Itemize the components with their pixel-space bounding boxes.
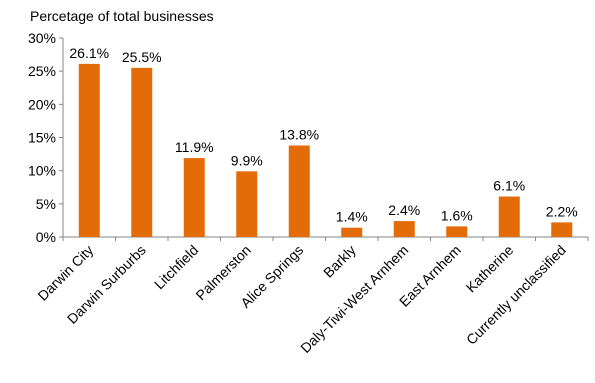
bar: [341, 227, 363, 237]
x-tick-label: Litchfield: [151, 242, 201, 292]
data-label: 1.6%: [441, 207, 473, 223]
data-label: 13.8%: [279, 126, 319, 142]
bar: [446, 226, 468, 237]
x-axis: [62, 236, 589, 241]
y-tick-label: 10%: [28, 163, 56, 179]
data-labels: 26.1% 25.5% 11.9% 9.9% 13.8% 1.4% 2.4% 1.6% 6.1%…: [69, 45, 577, 225]
data-label: 9.9%: [231, 152, 263, 168]
y-axis: 0% 5% 10% 15% 20% 25% 30%: [28, 30, 64, 245]
bar: [288, 145, 310, 237]
x-tick-label: Daly-Tiwi-West Arnhem: [297, 242, 411, 356]
bar: [131, 67, 153, 237]
bar: [498, 196, 520, 237]
bar: [551, 222, 573, 237]
y-axis-title: Percetage of total businesses: [30, 8, 214, 24]
y-tick-label: 25%: [28, 63, 56, 79]
data-label: 2.2%: [546, 203, 578, 219]
x-tick-label: Barkly: [320, 242, 359, 281]
y-tick-label: 15%: [28, 130, 56, 146]
data-label: 11.9%: [175, 139, 214, 155]
data-label: 1.4%: [336, 209, 368, 225]
bar: [78, 63, 100, 238]
bar: [183, 158, 205, 237]
data-label: 6.1%: [493, 178, 525, 194]
x-tick-label: Katherine: [463, 242, 517, 296]
y-tick-label: 20%: [28, 96, 56, 112]
x-tick-label: Currently unclassified: [463, 242, 569, 348]
y-tick-label: 30%: [28, 30, 56, 46]
y-tick-label: 5%: [36, 196, 56, 212]
bar: [393, 221, 415, 237]
data-label: 2.4%: [388, 202, 420, 218]
data-label: 25.5%: [122, 49, 162, 65]
bars: [78, 63, 573, 238]
y-tick-label: 0%: [36, 229, 56, 245]
data-label: 26.1%: [69, 45, 109, 61]
bar: [236, 171, 258, 237]
